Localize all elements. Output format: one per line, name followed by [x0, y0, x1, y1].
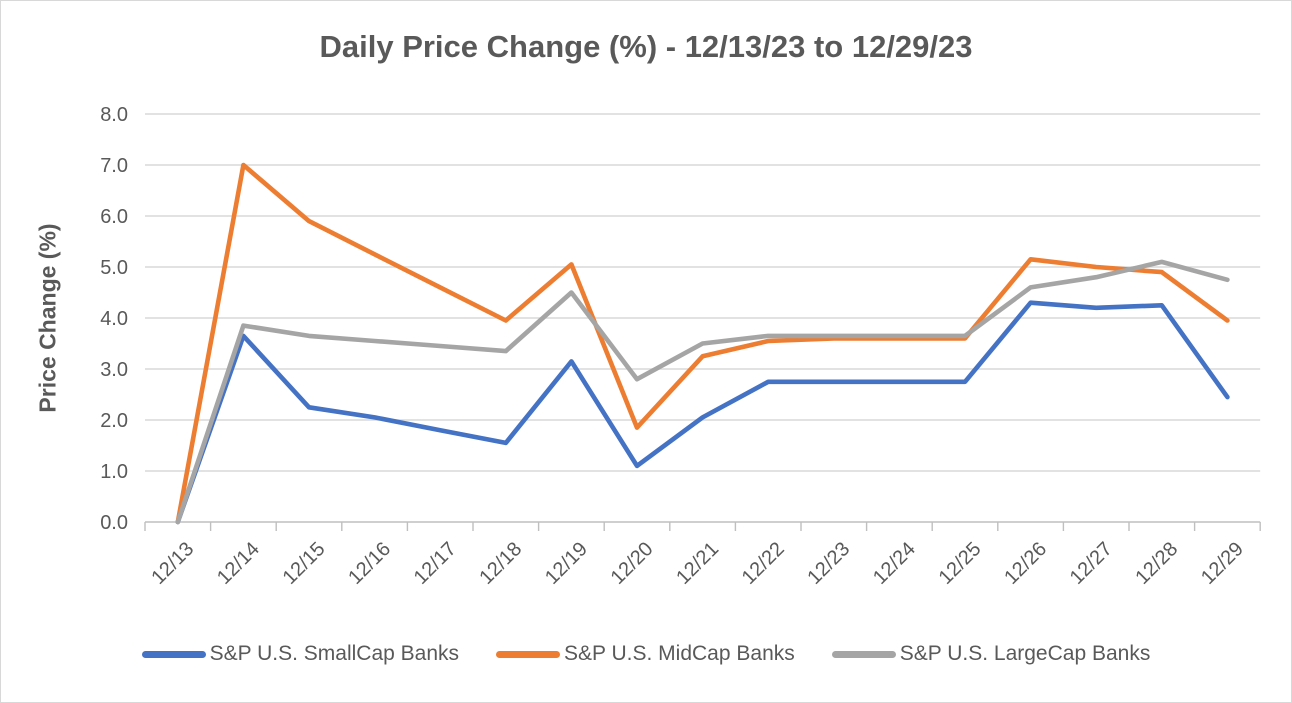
y-tick-label: 0.0 [100, 512, 128, 534]
x-tick-label: 12/28 [1131, 538, 1182, 589]
legend-item-largecap: S&P U.S. LargeCap Banks [831, 642, 1151, 666]
x-tick-label: 12/25 [935, 538, 986, 589]
gridlines [145, 113, 1261, 523]
x-tick-label: 12/19 [541, 538, 592, 589]
smallcap-line-swatch-icon [141, 650, 206, 658]
x-tick-label: 12/17 [410, 538, 461, 589]
series-line-midcap [175, 162, 1230, 525]
series-line-smallcap [175, 300, 1230, 525]
chart-legend: S&P U.S. SmallCap Banks S&P U.S. MidCap … [1, 642, 1291, 666]
legend-label-largecap: S&P U.S. LargeCap Banks [899, 642, 1151, 665]
x-tick-label: 12/23 [803, 538, 854, 589]
midcap-line-swatch-icon [496, 650, 561, 658]
x-tick-label: 12/26 [1000, 538, 1051, 589]
y-tick-label: 8.0 [100, 104, 128, 126]
x-tick-label: 12/27 [1066, 538, 1117, 589]
x-tick-label: 12/18 [475, 538, 526, 589]
y-tick-labels: 0.0 1.0 2.0 3.0 4.0 5.0 6.0 7.0 8.0 [100, 104, 128, 534]
y-tick-label: 1.0 [100, 461, 128, 483]
x-tick-label: 12/14 [213, 538, 264, 589]
x-tick-label: 12/15 [279, 538, 330, 589]
y-tick-label: 4.0 [100, 308, 128, 330]
x-tick-label: 12/22 [738, 538, 789, 589]
chart-title: Daily Price Change (%) - 12/13/23 to 12/… [319, 29, 973, 64]
x-tick-label: 12/21 [672, 538, 723, 589]
y-tick-label: 6.0 [100, 206, 128, 228]
y-tick-label: 7.0 [100, 155, 128, 177]
x-axis-ticks [144, 522, 1261, 531]
legend-item-midcap: S&P U.S. MidCap Banks [496, 642, 795, 666]
legend-item-smallcap: S&P U.S. SmallCap Banks [141, 642, 460, 666]
x-tick-labels: 12/13 12/14 12/15 12/16 12/17 12/18 12/19 12/20… [147, 538, 1248, 589]
x-tick-label: 12/20 [607, 538, 658, 589]
x-tick-label: 12/13 [147, 538, 198, 589]
y-tick-label: 2.0 [100, 410, 128, 432]
legend-label-midcap: S&P U.S. MidCap Banks [564, 642, 795, 665]
x-tick-label: 12/24 [869, 538, 920, 589]
y-tick-label: 5.0 [100, 257, 128, 279]
x-tick-label: 12/29 [1197, 538, 1248, 589]
y-tick-label: 3.0 [100, 359, 128, 381]
largecap-line-swatch-icon [831, 650, 896, 658]
x-tick-label: 12/16 [344, 538, 395, 589]
series-line-largecap [175, 259, 1230, 525]
legend-label-smallcap: S&P U.S. SmallCap Banks [209, 642, 460, 665]
